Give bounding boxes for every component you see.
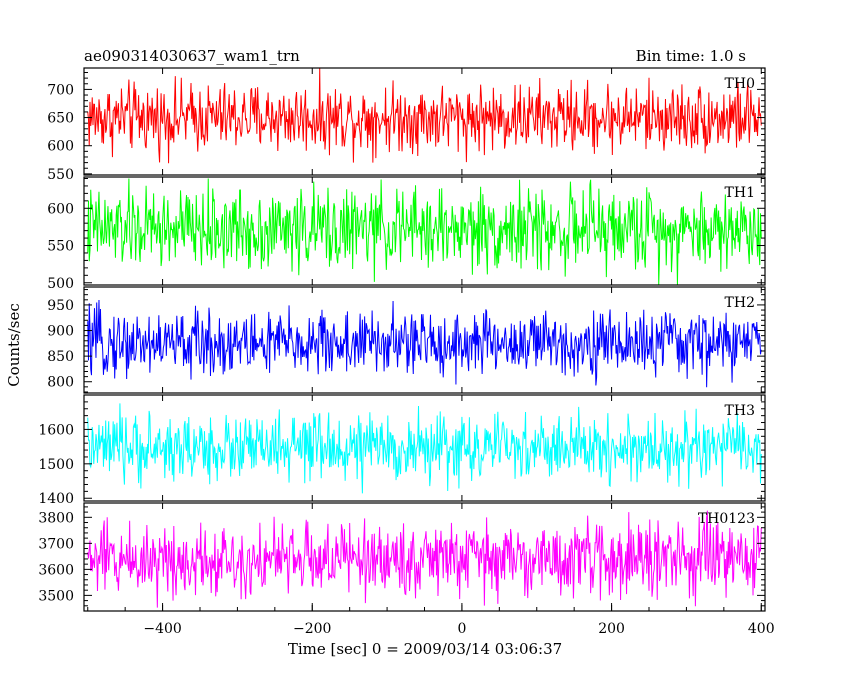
- panel-label: TH3: [725, 403, 755, 419]
- y-tick-label: 600: [47, 201, 74, 217]
- series-line-th0123: [87, 510, 762, 608]
- x-tick-label: 0: [457, 621, 466, 637]
- panel-frame: [83, 67, 766, 176]
- y-tick-label: 3700: [38, 536, 74, 552]
- series-line-th0: [87, 68, 762, 164]
- y-tick-label: 1400: [38, 491, 74, 507]
- panel-frame: [83, 394, 766, 502]
- series-line-th3: [87, 403, 762, 494]
- panel-th0: 550 600 650 700 TH0: [47, 67, 766, 183]
- panel-label: TH2: [725, 295, 755, 311]
- y-axis-label: Counts/sec: [5, 303, 23, 387]
- y-tick-label: 3500: [38, 588, 74, 604]
- panel-label: TH1: [725, 185, 755, 201]
- x-tick-label: 200: [598, 621, 625, 637]
- y-tick-label: 550: [47, 239, 74, 255]
- panel-frame: [83, 286, 766, 394]
- y-tick-label: 900: [47, 324, 74, 340]
- panel-th3: 1400 1500 1600 TH3: [38, 394, 766, 507]
- y-tick-label: 800: [47, 375, 74, 391]
- panel-th2: 800 850 900 950 TH2: [47, 286, 766, 394]
- panel-th1: 500 550 600 TH1: [47, 176, 766, 292]
- y-tick-label: 950: [47, 298, 74, 314]
- y-tick-label: 650: [47, 111, 74, 127]
- y-tick-label: 3600: [38, 562, 74, 578]
- y-tick-label: 700: [47, 82, 74, 98]
- y-tick-label: 600: [47, 139, 74, 155]
- series-line-th1: [87, 178, 762, 285]
- y-tick-label: 1500: [38, 457, 74, 473]
- x-tick-label: −400: [143, 621, 181, 637]
- panel-stack: 550 600 650 700 TH0 500 550 600 TH1 800 850 900 950 T…: [38, 67, 766, 612]
- chart-title: ae090314030637_wam1_trn: [84, 47, 300, 65]
- x-axis-label: Time [sec] 0 = 2009/03/14 03:06:37: [288, 640, 562, 658]
- x-axis: −400 −200 0 200 400: [87, 603, 775, 637]
- y-tick-label: 550: [47, 167, 74, 183]
- x-tick-label: 400: [748, 621, 775, 637]
- series-line-th2: [87, 300, 762, 388]
- y-tick-label: 1600: [38, 422, 74, 438]
- y-tick-label: 850: [47, 349, 74, 365]
- panel-label: TH0123: [698, 511, 755, 527]
- y-tick-label: 500: [47, 276, 74, 292]
- panel-th0123: 3500 3600 3700 3800 TH0123: [38, 502, 766, 612]
- bin-time-label: Bin time: 1.0 s: [636, 47, 746, 65]
- y-tick-label: 3800: [38, 510, 74, 526]
- x-tick-label: −200: [293, 621, 331, 637]
- panel-frame: [83, 502, 766, 612]
- panel-label: TH0: [725, 76, 755, 92]
